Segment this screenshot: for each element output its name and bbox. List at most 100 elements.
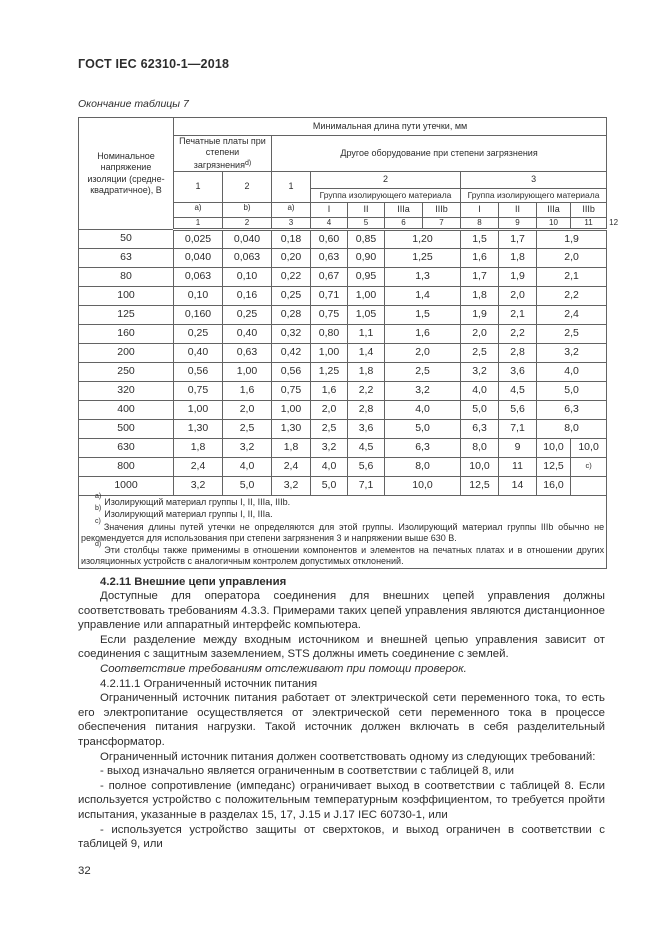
pcb-footnote-ref: d) bbox=[244, 159, 252, 167]
table-cell: 1,9 bbox=[535, 229, 608, 249]
table-cell: 5,0 bbox=[384, 419, 461, 439]
table-cell: 3,6 bbox=[498, 362, 537, 382]
table-row: 800 2,4 4,0 2,4 4,0 5,6 8,0 10,0 11 12,5 c) bbox=[78, 457, 608, 477]
table-cell: 0,040 bbox=[173, 248, 223, 268]
min-creepage-header: Минимальная длина пути утечки, мм bbox=[172, 117, 608, 136]
table-cell: 1,00 bbox=[222, 362, 272, 382]
table-cell: 2,1 bbox=[498, 305, 537, 325]
table-footnotes: a)Изолирующий материал группы I, II, III… bbox=[77, 493, 608, 569]
table-cell: 0,75 bbox=[173, 381, 223, 401]
table-cell: 6,3 bbox=[460, 419, 499, 439]
table-cell: 0,025 bbox=[173, 229, 223, 249]
subheader-b: b) bbox=[222, 202, 272, 218]
table-cell: 320 bbox=[78, 381, 174, 401]
table-cell: 1,30 bbox=[271, 419, 311, 439]
table-cell: 8,0 bbox=[535, 419, 608, 439]
table-cell: 2,0 bbox=[384, 343, 461, 363]
table-cell: 0,80 bbox=[310, 324, 348, 344]
table-cell: 7,1 bbox=[498, 419, 537, 439]
paragraph: Ограниченный источник питания должен соо… bbox=[100, 750, 596, 763]
header-row-2: Печатные платы при степени загрязненияd)… bbox=[79, 135, 608, 172]
table-cell: 3,2 bbox=[173, 476, 223, 496]
table-row: 250 0,56 1,00 0,56 1,25 1,8 2,5 3,2 3,6 4,0 bbox=[78, 362, 608, 382]
table-cell: 100 bbox=[78, 286, 174, 306]
table-cell: 1,00 bbox=[173, 400, 223, 420]
table-cell: 0,160 bbox=[173, 305, 223, 325]
table-cell: 1,5 bbox=[384, 305, 461, 325]
table-cell: 2,0 bbox=[535, 248, 608, 268]
table-cell: 0,56 bbox=[173, 362, 223, 382]
col-number: 10 bbox=[536, 217, 571, 231]
table-cell: 5,0 bbox=[460, 400, 499, 420]
other-degree-2: 2 bbox=[310, 171, 461, 189]
table-row: 50 0,025 0,040 0,18 0,60 0,85 1,20 1,5 1,7 1,9 bbox=[78, 229, 608, 249]
table-cell: 1,8 bbox=[173, 438, 223, 458]
table-cell: 63 bbox=[78, 248, 174, 268]
table-cell: 0,40 bbox=[173, 343, 223, 363]
material-group-header-deg2: Группа изолирующего материала bbox=[310, 188, 461, 203]
pcb-degree-1: 1 bbox=[173, 171, 223, 203]
table-cell: 125 bbox=[78, 305, 174, 325]
subheader-group: IIIa bbox=[384, 202, 423, 218]
table-cell: 0,75 bbox=[310, 305, 348, 325]
table-cell: 3,2 bbox=[222, 438, 272, 458]
table-cell: 1,25 bbox=[310, 362, 348, 382]
table-cell: 1,8 bbox=[460, 286, 499, 306]
header-row-5: a) b) a) I II IIIa IIIb I II IIIa IIIb bbox=[79, 202, 608, 218]
table-cell: 0,90 bbox=[347, 248, 385, 268]
table-cell: 10,0 bbox=[384, 476, 461, 496]
table-cell: 1,6 bbox=[310, 381, 348, 401]
material-group-header-deg3: Группа изолирующего материала bbox=[459, 188, 608, 203]
col-number: 9 bbox=[498, 217, 537, 231]
table-cell: 0,28 bbox=[271, 305, 311, 325]
col-number: 7 bbox=[422, 217, 461, 231]
table-cell: 2,8 bbox=[347, 400, 385, 420]
table-cell: 4,0 bbox=[384, 400, 461, 420]
table-cell: 2,4 bbox=[535, 305, 608, 325]
table-cell: 0,10 bbox=[222, 267, 272, 287]
table-cell: 0,32 bbox=[271, 324, 311, 344]
footnote: b)Изолирующий материал группы I, II, III… bbox=[81, 505, 604, 520]
table-cell: 1,00 bbox=[347, 286, 385, 306]
table-cell: 0,10 bbox=[173, 286, 223, 306]
subheader-a: a) bbox=[173, 202, 223, 218]
header-row-1: Номинальное напряжение изоляции (средне-… bbox=[78, 117, 608, 230]
header-row-4: Группа изолирующего материала Группа изо… bbox=[79, 188, 608, 203]
table-cell: 2,1 bbox=[535, 267, 608, 287]
table-cell: 1,6 bbox=[460, 248, 499, 268]
table-body: 50 0,025 0,040 0,18 0,60 0,85 1,20 1,5 1,7 1,9 63 0… bbox=[78, 229, 608, 496]
table-cell: 0,63 bbox=[310, 248, 348, 268]
footnote-text: Изолирующий материал группы I, II, IIIa. bbox=[104, 509, 273, 520]
table-cell: 3,2 bbox=[310, 438, 348, 458]
paragraph: Если разделение между входным источником… bbox=[78, 633, 605, 661]
table-cell: 0,42 bbox=[271, 343, 311, 363]
subheader-group: II bbox=[498, 202, 537, 218]
table-cell: 3,2 bbox=[535, 343, 608, 363]
table-row: 400 1,00 2,0 1,00 2,0 2,8 4,0 5,0 5,6 6,3 bbox=[78, 400, 608, 420]
table-cell: 0,20 bbox=[271, 248, 311, 268]
table-cell: 1,4 bbox=[384, 286, 461, 306]
table-cell: 80 bbox=[78, 267, 174, 287]
table-cell: 0,75 bbox=[271, 381, 311, 401]
paragraph: 4.2.11.1 Ограниченный источник питания bbox=[100, 677, 318, 690]
table-cell: 1,25 bbox=[384, 248, 461, 268]
paragraph: - полное сопротивление (импеданс) ограни… bbox=[78, 779, 605, 821]
footnote-text: Эти столбцы также применимы в отношении … bbox=[81, 545, 605, 567]
table-cell: 1,6 bbox=[222, 381, 272, 401]
col-number: 6 bbox=[384, 217, 423, 231]
table-cell: 0,60 bbox=[310, 229, 348, 249]
table-cell: 250 bbox=[78, 362, 174, 382]
table-cell: 10,0 bbox=[460, 457, 499, 477]
table-row: 500 1,30 2,5 1,30 2,5 3,6 5,0 6,3 7,1 8,0 bbox=[78, 419, 608, 439]
table-cell: 5,6 bbox=[347, 457, 385, 477]
table-cell: 4,5 bbox=[347, 438, 385, 458]
paragraph: - используется устройство защиты от свер… bbox=[78, 823, 605, 851]
table-cell: 5,6 bbox=[498, 400, 537, 420]
table-cell: 1,00 bbox=[310, 343, 348, 363]
table-cell: 0,063 bbox=[222, 248, 272, 268]
table-row: 100 0,10 0,16 0,25 0,71 1,00 1,4 1,8 2,0 2,2 bbox=[78, 286, 608, 306]
table-cell: 9 bbox=[498, 438, 537, 458]
col-number: 4 bbox=[310, 217, 348, 231]
table-cell: 630 bbox=[78, 438, 174, 458]
table-cell: 3,2 bbox=[271, 476, 311, 496]
